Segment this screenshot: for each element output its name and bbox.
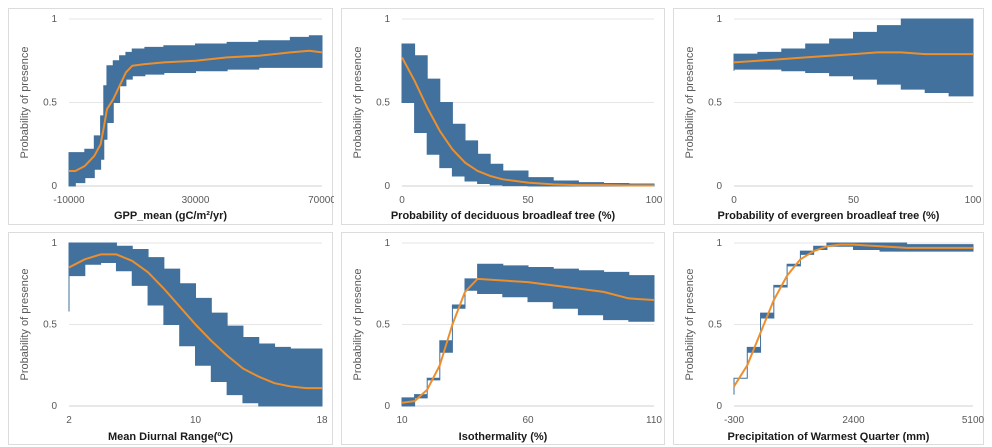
y-axis-label: Probability of presence	[352, 47, 364, 159]
y-tick-label: 0.5	[376, 320, 390, 331]
response-curve-gpp: 0 0.5 1 Probability of presence -10000 30000 7…	[19, 14, 334, 206]
y-tick-label: 0.5	[43, 98, 57, 109]
chart-panel-diurnal-range: 0 0.5 1 Probability of presence 2 10 18 Mean D…	[8, 232, 333, 445]
y-tick-label: 0.5	[708, 320, 722, 331]
x-tick-label: 0	[399, 195, 405, 206]
y-tick-label: 1	[51, 14, 57, 25]
y-tick-label: 1	[716, 238, 722, 249]
x-tick-label: 100	[646, 195, 663, 206]
chart-panel-evergreen: 0 0.5 1 Probability of presence 0 50 100 Proba…	[673, 8, 984, 225]
response-curve-evergreen: 0 0.5 1 Probability of presence 0 50 100	[684, 14, 982, 206]
x-axis-label: Probability of deciduous broadleaf tree …	[390, 210, 616, 222]
mean-response-line	[401, 277, 655, 404]
x-tick-label: 2	[66, 415, 72, 426]
x-tick-label: 10	[396, 415, 408, 426]
x-tick-label: 60	[522, 415, 534, 426]
x-tick-label: 110	[646, 415, 662, 426]
y-axis-label: Probability of presence	[19, 269, 31, 381]
y-tick-label: 0	[51, 401, 57, 412]
x-axis-label: Precipitation of Warmest Quarter (mm)	[727, 431, 930, 443]
chart-panel-deciduous: 0 0.5 1 Probability of presence 0 50 100 Proba…	[341, 8, 665, 225]
y-axis-label: Probability of presence	[684, 269, 696, 381]
confidence-band	[733, 242, 974, 395]
x-tick-label: -300	[724, 415, 744, 426]
response-curve-diurnal-range: 0 0.5 1 Probability of presence 2 10 18	[19, 238, 328, 426]
response-curve-isothermality: 0 0.5 1 Probability of presence 10 60 110	[352, 238, 662, 426]
y-axis-label: Probability of presence	[684, 47, 696, 159]
x-tick-label: 5100	[962, 415, 985, 426]
x-tick-label: 18	[316, 415, 328, 426]
y-tick-label: 0	[384, 401, 390, 412]
confidence-band	[733, 18, 974, 97]
x-tick-label: -10000	[53, 195, 85, 206]
x-axis-label: GPP_mean (gC/m²/yr)	[113, 210, 228, 222]
y-tick-label: 1	[384, 238, 390, 249]
y-tick-label: 1	[716, 14, 722, 25]
response-curve-precipitation: 0 0.5 1 Probability of presence -300 2400 5100	[684, 238, 985, 426]
y-tick-label: 1	[51, 238, 57, 249]
confidence-band	[401, 43, 655, 187]
x-tick-label: 70000	[308, 195, 334, 206]
y-axis-label: Probability of presence	[352, 269, 364, 381]
mean-response-line	[69, 49, 323, 172]
y-axis-label: Probability of presence	[19, 47, 31, 159]
mean-response-line	[733, 243, 973, 387]
x-tick-label: 50	[522, 195, 534, 206]
x-tick-label: 100	[965, 195, 982, 206]
x-tick-label: 0	[731, 195, 737, 206]
x-tick-label: 2400	[842, 415, 865, 426]
x-axis-label: Isothermality (%)	[458, 431, 548, 443]
y-tick-label: 0	[716, 181, 722, 192]
chart-panel-isothermality: 0 0.5 1 Probability of presence 10 60 110 Isot…	[341, 232, 665, 445]
mean-response-line	[401, 56, 654, 187]
y-tick-label: 0	[384, 181, 390, 192]
response-curve-deciduous: 0 0.5 1 Probability of presence 0 50 100	[352, 14, 663, 206]
y-tick-label: 0.5	[708, 98, 722, 109]
x-tick-label: 50	[848, 195, 860, 206]
mean-response-line	[733, 51, 973, 64]
confidence-band	[401, 263, 655, 407]
y-tick-label: 0	[716, 401, 722, 412]
chart-panel-gpp: 0 0.5 1 Probability of presence -10000 30000 7…	[8, 8, 334, 225]
mean-response-line	[68, 253, 322, 390]
y-tick-label: 0	[51, 181, 57, 192]
y-tick-label: 0.5	[43, 320, 57, 331]
x-tick-label: 10	[190, 415, 202, 426]
x-axis-label: Probability of evergreen broadleaf tree …	[717, 210, 940, 222]
x-axis-label: Mean Diurnal Range(ºC)	[107, 431, 234, 443]
chart-panel-precipitation: 0 0.5 1 Probability of presence -300 2400 5100…	[673, 232, 985, 445]
x-tick-label: 30000	[182, 195, 210, 206]
y-tick-label: 0.5	[376, 98, 390, 109]
y-tick-label: 1	[384, 14, 390, 25]
